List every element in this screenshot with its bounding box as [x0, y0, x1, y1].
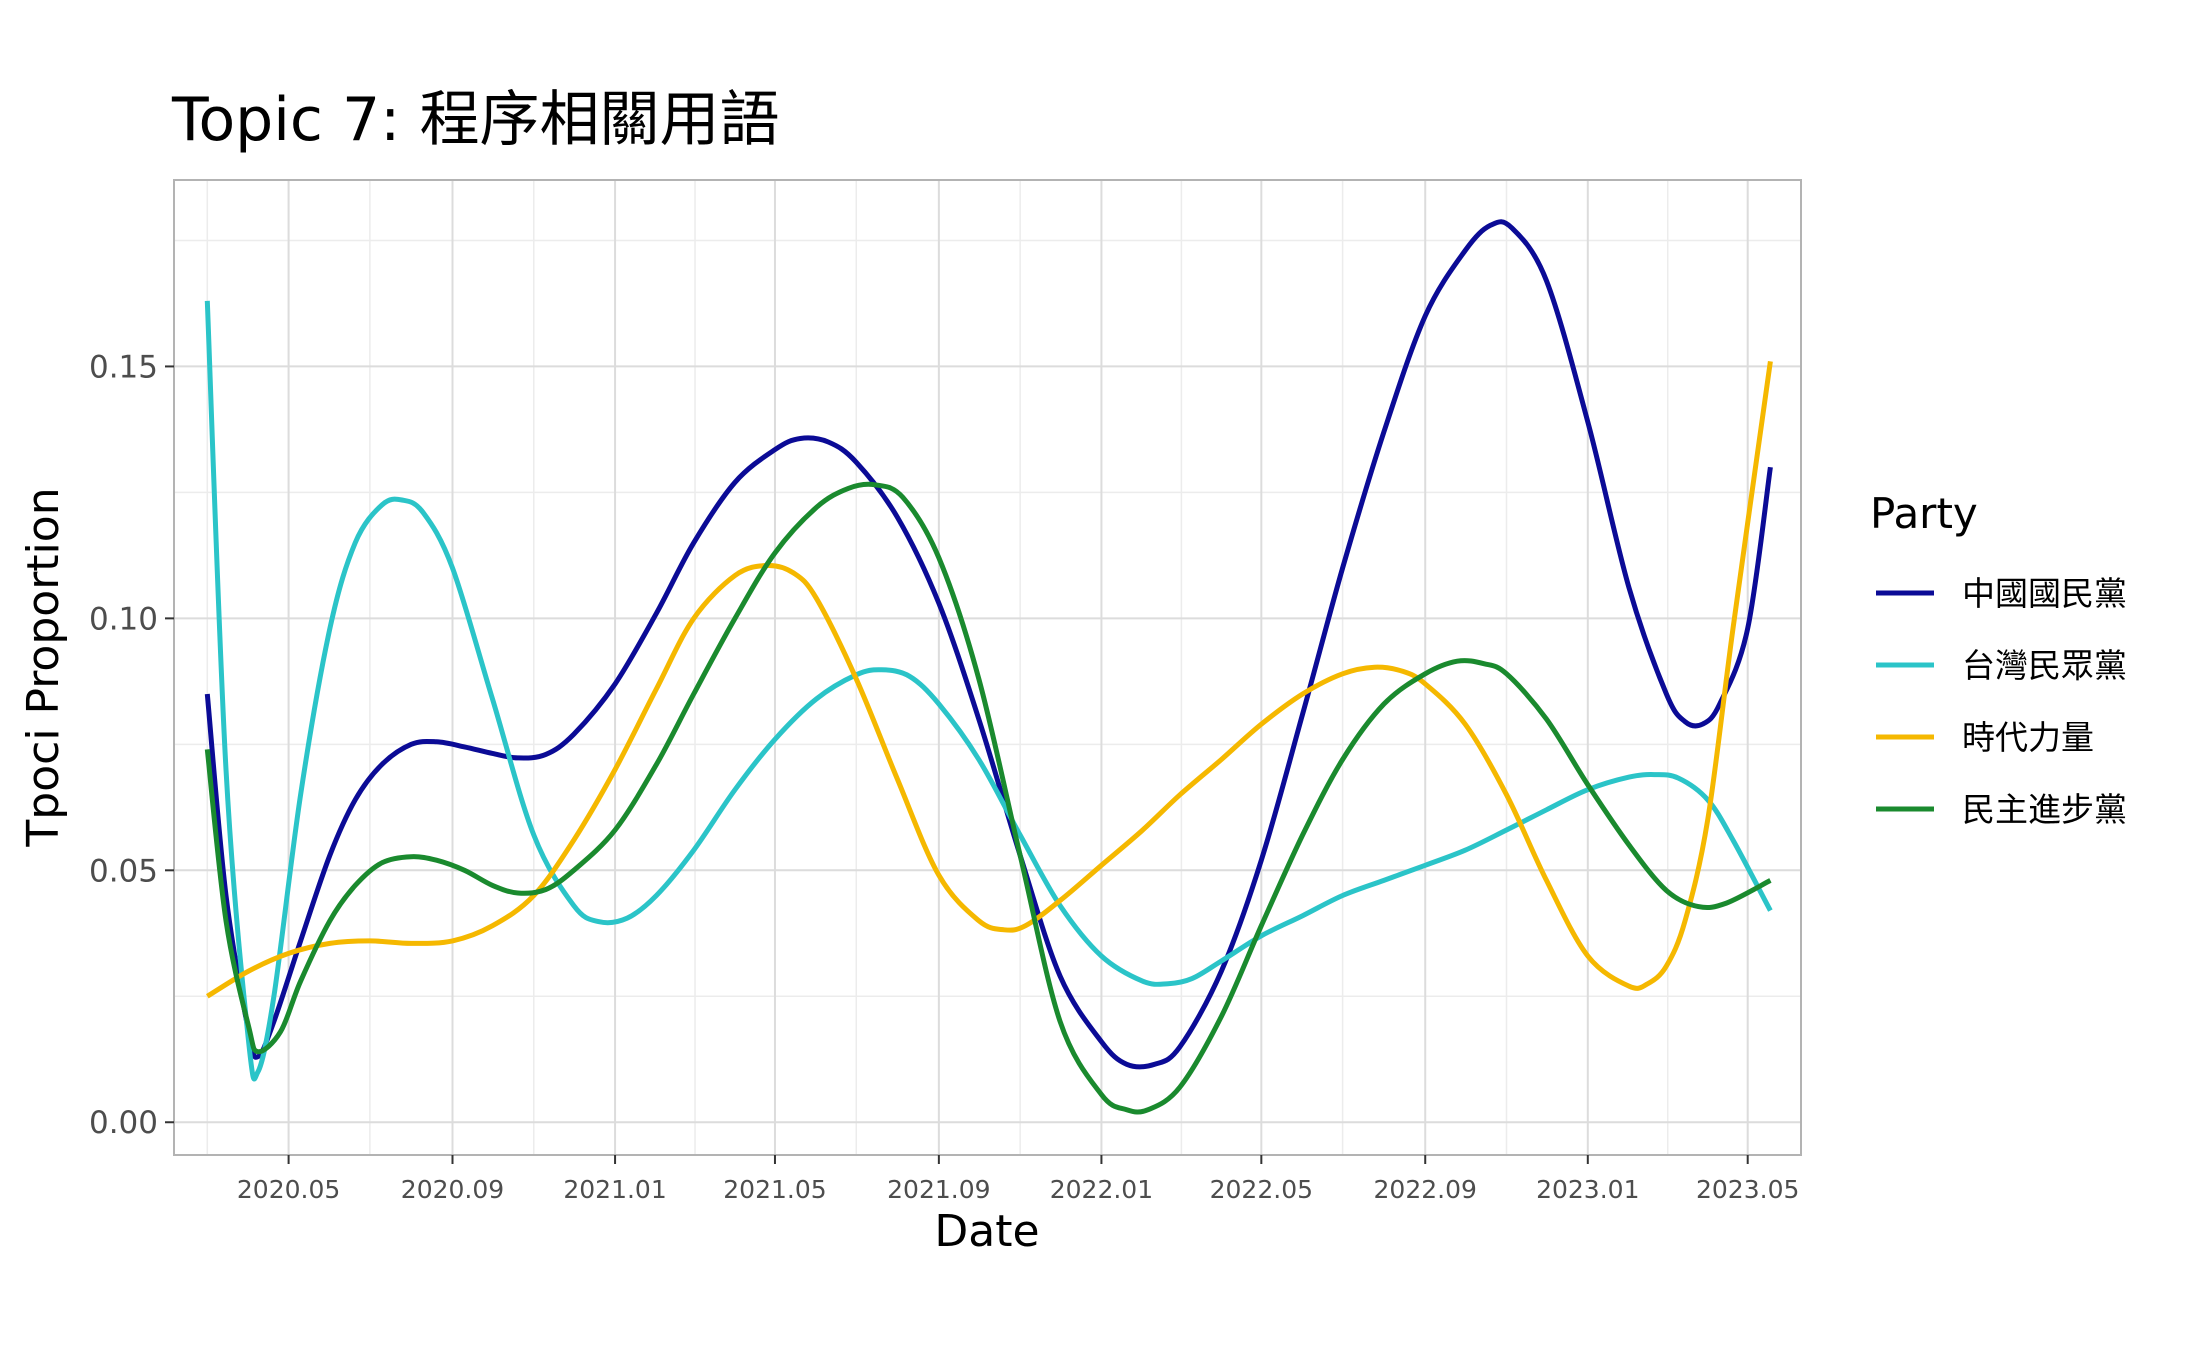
plot-panel	[174, 180, 1801, 1155]
legend-label-3: 時代力量	[1962, 718, 2094, 757]
x-axis: 2020.05 2020.09 2021.01 2021.05 2021.09 2022.…	[237, 1155, 1799, 1204]
series-line-4	[204, 481, 1772, 1115]
x-tick-label: 2022.05	[1210, 1175, 1313, 1204]
y-axis-title: Tpoci Proportion	[18, 487, 69, 847]
chart-title: Topic 7: 程序相關用語	[171, 85, 779, 155]
series-line-2	[204, 300, 1773, 1082]
x-tick-label: 2021.01	[563, 1175, 666, 1204]
x-tick-label: 2022.09	[1374, 1175, 1477, 1204]
y-tick-label: 0.05	[89, 853, 158, 889]
x-tick-label: 2020.05	[237, 1175, 340, 1204]
y-axis: 0.00 0.05 0.10 0.15	[89, 349, 174, 1141]
legend-label-2: 台灣民眾黨	[1962, 646, 2127, 685]
x-tick-label: 2023.01	[1536, 1175, 1639, 1204]
x-tick-label: 2023.05	[1696, 1175, 1799, 1204]
major-gridlines	[174, 180, 1801, 1155]
x-tick-label: 2021.09	[887, 1175, 990, 1204]
x-tick-label: 2021.05	[723, 1175, 826, 1204]
x-tick-label: 2020.09	[401, 1175, 504, 1204]
series-line-1	[204, 219, 1773, 1070]
y-tick-label: 0.10	[89, 601, 158, 637]
legend-label-1: 中國國民黨	[1962, 574, 2127, 613]
series-lines	[204, 219, 1773, 1115]
x-tick-label: 2022.01	[1050, 1175, 1153, 1204]
series-line-3	[205, 361, 1773, 999]
x-axis-title: Date	[934, 1206, 1039, 1257]
legend-title: Party	[1870, 489, 1978, 538]
y-tick-label: 0.00	[89, 1105, 158, 1141]
legend-label-4: 民主進步黨	[1962, 790, 2127, 829]
y-tick-label: 0.15	[89, 349, 158, 385]
plot-panel-border	[173, 179, 1802, 1156]
